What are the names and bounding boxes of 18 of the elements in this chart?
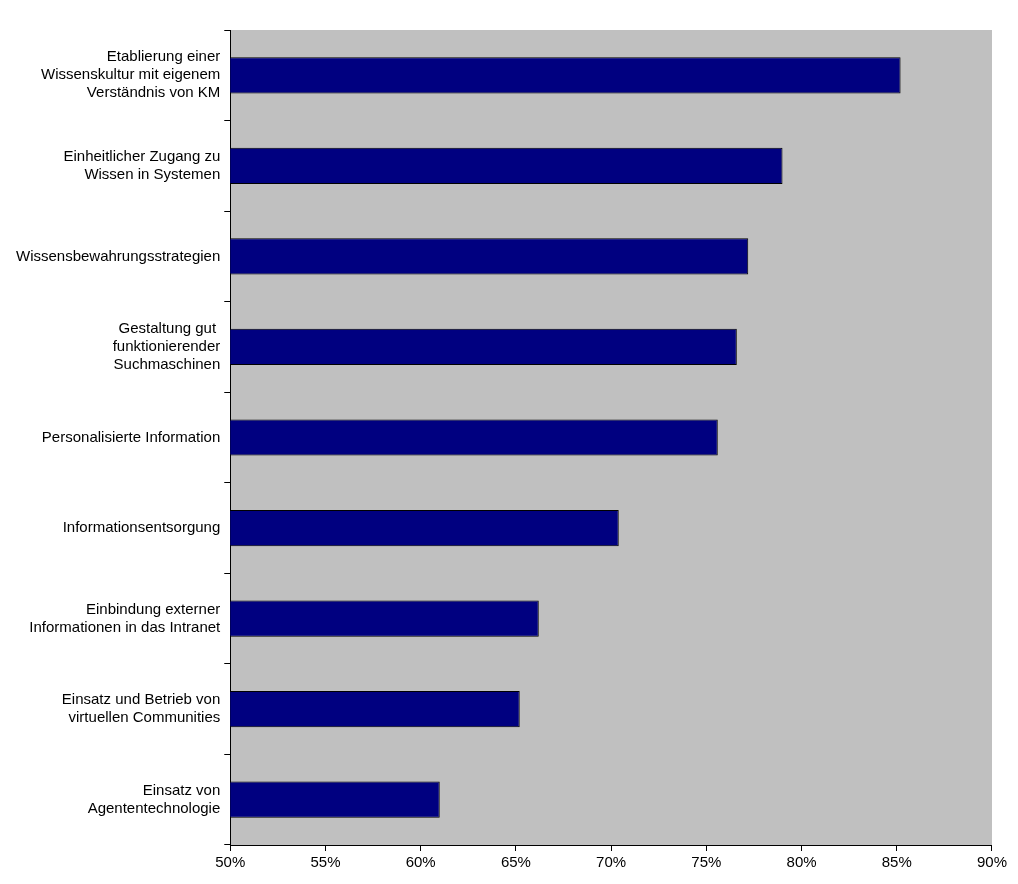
y-tick-label: Einsatz von Agententechnologie (87, 780, 221, 816)
x-tick-label: 50% (215, 853, 246, 871)
x-tick-label: 55% (310, 853, 341, 871)
y-tick-label: Gestaltung gut funktionierender Suchmaschinen (112, 319, 221, 373)
y-tick-label: Einbindung externer Informationen in das Intranet (29, 599, 222, 635)
x-tick-label: 80% (786, 853, 817, 871)
x-tick-label: 90% (976, 853, 1007, 871)
x-tick-label: 70% (596, 853, 627, 871)
y-tick-label: Etablierung einer Wissenskultur mit eigenem Verständnis von KM (41, 47, 221, 101)
y-tick-label: Informationsentsorgung (62, 518, 221, 536)
y-tick-label: Wissensbewahrungsstrategien (15, 246, 221, 264)
x-tick-label: 75% (691, 853, 722, 871)
y-tick-label: Personalisierte Information (41, 427, 221, 445)
x-tick-label: 85% (881, 853, 912, 871)
y-tick-label: Einsatz und Betrieb von virtuellen Communities (61, 690, 221, 726)
x-tick-label: 60% (405, 853, 436, 871)
x-tick-label: 65% (500, 853, 531, 871)
y-tick-label: Einheitlicher Zugang zu Wissen in Systemen (63, 146, 221, 182)
